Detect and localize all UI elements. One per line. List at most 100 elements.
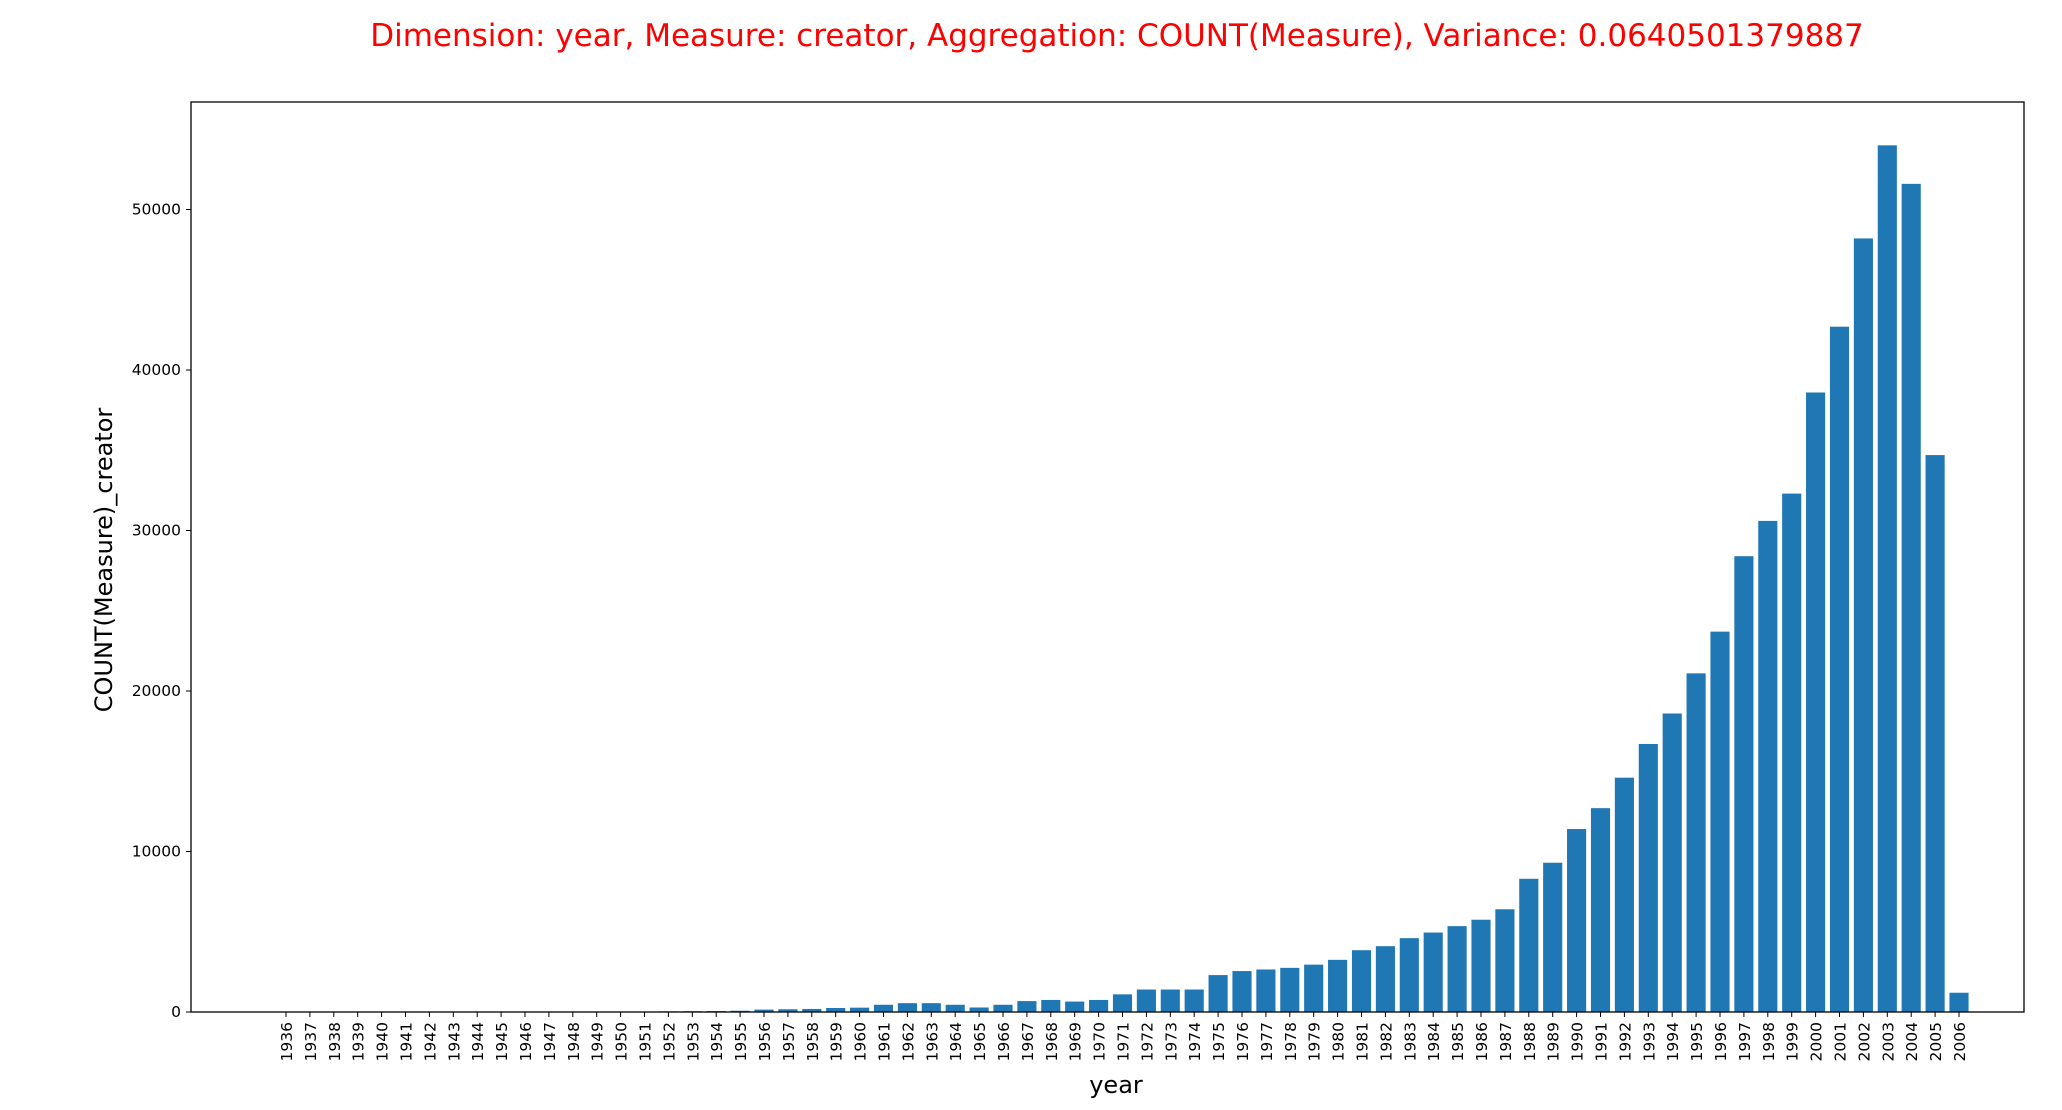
x-tick-label: 1955 <box>732 1022 750 1061</box>
x-tick-label: 1996 <box>1712 1022 1730 1061</box>
x-tick-label: 1971 <box>1115 1022 1133 1061</box>
bar <box>1185 990 1204 1012</box>
y-tick-label: 30000 <box>132 522 181 540</box>
x-tick-label: 2006 <box>1951 1022 1969 1061</box>
x-tick-label: 1978 <box>1282 1022 1300 1061</box>
x-tick-label: 1946 <box>517 1022 535 1061</box>
bar <box>922 1003 941 1012</box>
x-tick-label: 1937 <box>302 1022 320 1061</box>
x-axis-label: year <box>1089 1071 1143 1099</box>
x-tick-label: 2002 <box>1855 1022 1873 1061</box>
bar <box>1017 1001 1036 1012</box>
bar <box>1280 968 1299 1012</box>
bar <box>1663 713 1682 1012</box>
x-tick-label: 2004 <box>1903 1022 1921 1061</box>
bar <box>1806 392 1825 1012</box>
bar <box>1089 1000 1108 1012</box>
bar <box>1519 879 1538 1012</box>
x-tick-label: 1968 <box>1043 1022 1061 1061</box>
bar <box>1902 184 1921 1012</box>
x-tick-label: 1977 <box>1258 1022 1276 1061</box>
bar <box>1949 993 1968 1012</box>
x-tick-label: 1983 <box>1401 1022 1419 1061</box>
x-tick-label: 1993 <box>1640 1022 1658 1061</box>
bar <box>1710 632 1729 1012</box>
y-tick-label: 50000 <box>132 201 181 219</box>
x-tick-label: 1943 <box>445 1022 463 1061</box>
bar <box>1209 975 1228 1012</box>
x-tick-label: 2005 <box>1927 1022 1945 1061</box>
x-tick-label: 1969 <box>1067 1022 1085 1061</box>
chart-title: Dimension: year, Measure: creator, Aggre… <box>370 18 1864 54</box>
x-tick-label: 1973 <box>1162 1022 1180 1061</box>
bar <box>1471 920 1490 1012</box>
x-tick-label: 1960 <box>852 1022 870 1061</box>
x-tick-label: 1997 <box>1736 1022 1754 1061</box>
y-tick-label: 10000 <box>132 843 181 861</box>
y-tick-label: 40000 <box>132 361 181 379</box>
x-tick-label: 1995 <box>1688 1022 1706 1061</box>
bar <box>1543 863 1562 1012</box>
x-tick-label: 1980 <box>1330 1022 1348 1061</box>
x-tick-label: 1967 <box>1019 1022 1037 1061</box>
bar <box>1424 933 1443 1012</box>
x-tick-label: 2000 <box>1808 1022 1826 1061</box>
y-tick-label: 0 <box>171 1003 181 1021</box>
bar <box>1854 238 1873 1012</box>
bar <box>1687 673 1706 1012</box>
bar <box>1137 990 1156 1012</box>
bar <box>1065 1002 1084 1012</box>
x-tick-label: 1947 <box>541 1022 559 1061</box>
x-tick-label: 1972 <box>1138 1022 1156 1061</box>
x-tick-label: 1979 <box>1306 1022 1324 1061</box>
x-tick-label: 1988 <box>1521 1022 1539 1061</box>
x-tick-label: 1990 <box>1569 1022 1587 1061</box>
x-tick-label: 1962 <box>899 1022 917 1061</box>
x-tick-label: 1954 <box>708 1022 726 1061</box>
x-tick-label: 1958 <box>804 1022 822 1061</box>
x-tick-label: 1991 <box>1593 1022 1611 1061</box>
bar <box>1639 744 1658 1012</box>
x-tick-label: 1963 <box>923 1022 941 1061</box>
x-tick-label: 1982 <box>1377 1022 1395 1061</box>
x-tick-label: 1966 <box>995 1022 1013 1061</box>
x-tick-label: 1956 <box>756 1022 774 1061</box>
x-tick-label: 2003 <box>1879 1022 1897 1061</box>
x-tick-label: 1999 <box>1784 1022 1802 1061</box>
x-tick-label: 1981 <box>1354 1022 1372 1061</box>
bar <box>1161 990 1180 1012</box>
x-tick-label: 1964 <box>947 1022 965 1061</box>
x-tick-label: 1945 <box>493 1022 511 1061</box>
x-tick-label: 1975 <box>1210 1022 1228 1061</box>
bar <box>1878 145 1897 1012</box>
bar <box>970 1008 989 1012</box>
bar <box>1591 808 1610 1012</box>
x-tick-label: 1936 <box>278 1022 296 1061</box>
bar <box>874 1005 893 1012</box>
bar <box>1113 994 1132 1012</box>
x-tick-label: 1965 <box>971 1022 989 1061</box>
x-tick-label: 1961 <box>876 1022 894 1061</box>
bar <box>1830 327 1849 1012</box>
x-tick-label: 1970 <box>1091 1022 1109 1061</box>
x-tick-label: 1957 <box>780 1022 798 1061</box>
x-tick-label: 1941 <box>398 1022 416 1061</box>
x-tick-label: 1953 <box>684 1022 702 1061</box>
bar <box>946 1005 965 1012</box>
x-tick-label: 1938 <box>326 1022 344 1061</box>
x-tick-label: 1984 <box>1425 1022 1443 1061</box>
bar <box>1495 909 1514 1012</box>
x-tick-label: 1949 <box>589 1022 607 1061</box>
bar <box>1232 971 1251 1012</box>
x-tick-label: 1994 <box>1664 1022 1682 1061</box>
bar <box>1567 829 1586 1012</box>
bar <box>1256 969 1275 1012</box>
x-tick-label: 1942 <box>421 1022 439 1061</box>
x-tick-label: 1951 <box>637 1022 655 1061</box>
bar <box>1328 960 1347 1012</box>
x-tick-label: 1998 <box>1760 1022 1778 1061</box>
bar <box>1615 778 1634 1012</box>
